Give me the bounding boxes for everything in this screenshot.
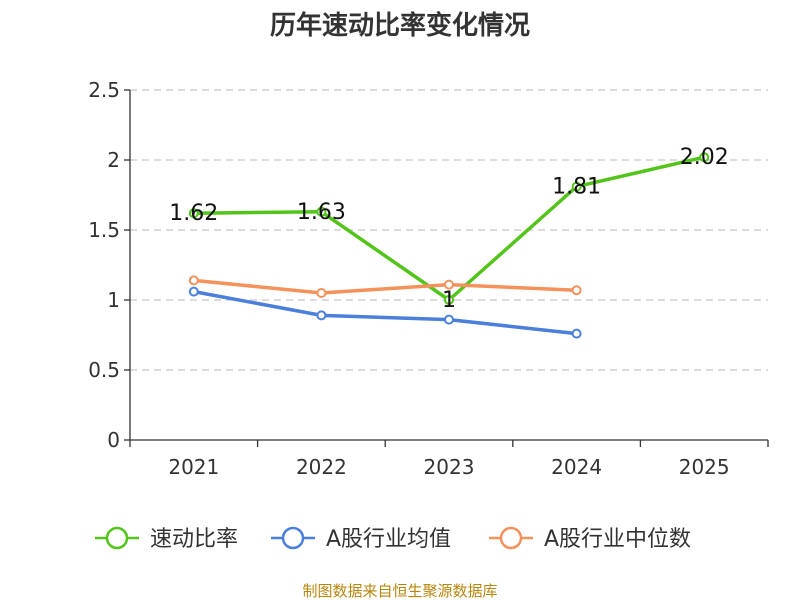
series-0-point-2025 <box>699 152 710 163</box>
x-tick-label-2021: 2021 <box>168 455 219 479</box>
x-tick-label-2024: 2024 <box>551 455 602 479</box>
series-group <box>188 152 710 339</box>
legend-label-0: 速动比率 <box>150 527 238 552</box>
series-1-point-2022 <box>316 310 327 321</box>
legend-marker-1 <box>281 526 305 550</box>
y-tick-label-4: 2 <box>107 148 120 172</box>
chart-title: 历年速动比率变化情况 <box>270 10 530 41</box>
data-label-2022: 1.63 <box>297 200 346 225</box>
y-tick-label-0: 0 <box>107 428 120 452</box>
series-2-point-2024 <box>571 285 582 296</box>
series-2-point-2022 <box>316 288 327 298</box>
y-tick-label-1: 0.5 <box>88 358 120 382</box>
y-tick-label-5: 2.5 <box>88 78 120 102</box>
legend[interactable]: 速动比率 A股行业均值 A股行业中位数 <box>95 526 691 552</box>
x-tick-label-2022: 2022 <box>296 455 347 479</box>
series-line-1 <box>193 289 577 336</box>
series-0-point-2022 <box>316 206 327 217</box>
data-label-2024: 1.81 <box>552 175 601 200</box>
series-0-point-2023 <box>444 295 454 305</box>
legend-label-1: A股行业均值 <box>326 527 451 552</box>
data-label-2025: 2.02 <box>680 145 729 170</box>
data-label-2023: 1 <box>442 288 456 313</box>
x-tick-label-2025: 2025 <box>679 455 730 479</box>
axes: 0 0.5 1 1.5 2 2.5 2021 2022 2023 2024 2025 <box>88 78 769 479</box>
y-tick-label-3: 1.5 <box>88 218 120 242</box>
series-2-point-2023 <box>444 279 454 290</box>
data-label-2021: 1.62 <box>169 201 218 226</box>
series-1-point-2023 <box>444 314 454 325</box>
legend-marker-0 <box>105 526 129 550</box>
series-line-2 <box>193 278 577 295</box>
grid-lines <box>130 89 768 371</box>
source-note: 制图数据来自恒生聚源数据库 <box>302 582 497 600</box>
series-0-point-2021 <box>188 208 199 219</box>
legend-marker-2 <box>499 526 523 550</box>
series-2-point-2021 <box>188 275 199 286</box>
series-1-point-2024 <box>571 328 582 339</box>
data-labels: 1.62 1.63 1 1.81 2.02 <box>169 145 728 313</box>
legend-label-2: A股行业中位数 <box>544 527 691 552</box>
series-line-0 <box>193 155 705 302</box>
series-0-point-2024 <box>571 181 582 192</box>
series-1-point-2021 <box>188 286 199 297</box>
x-tick-label-2023: 2023 <box>424 455 475 479</box>
y-tick-label-2: 1 <box>107 288 120 312</box>
